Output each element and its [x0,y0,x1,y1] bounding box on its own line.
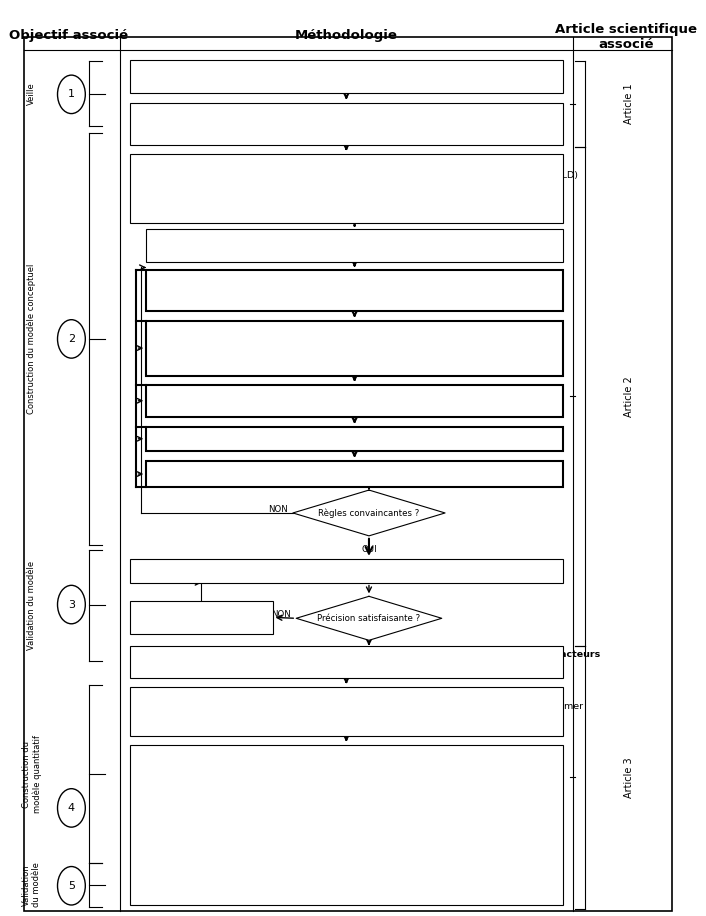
Text: Méthodologie: Méthodologie [295,29,397,42]
Text: Utiliser le retour d’expérience (REX) dynamique basé sur l’analyse logique de do: Utiliser le retour d’expérience (REX) dy… [135,170,578,202]
Text: (L’étape D se rattache à une version révisée de l’étape 2 de la figure 3.2): (L’étape D se rattache à une version rév… [135,722,442,731]
Text: Changer d’algorithme: Changer d’algorithme [155,605,272,614]
Text: Validation
du modèle: Validation du modèle [22,863,42,907]
Text: 2: 2 [68,334,75,344]
Circle shape [57,320,85,358]
FancyBboxPatch shape [130,601,273,634]
Text: OUI: OUI [361,649,377,659]
FancyBboxPatch shape [146,270,563,311]
Text: Article 1: Article 1 [624,83,634,125]
Text: Construction du modèle conceptuel: Construction du modèle conceptuel [27,264,37,414]
Text: (L’étape C se rattache à l’étape 1 de la figure 3.2): (L’étape C se rattache à l’étape 1 de la… [135,205,344,214]
FancyBboxPatch shape [130,646,563,678]
Text: NON: NON [271,610,291,619]
Text: A): A) [135,64,150,73]
Text: C.1): C.1) [152,233,176,242]
Text: NON: NON [268,505,287,514]
FancyBboxPatch shape [146,427,563,451]
Text: Article 2: Article 2 [624,376,634,417]
Text: avec le logiciel et l’algorithme sélectionnés: avec le logiciel et l’algorithme sélecti… [274,431,483,440]
Text: Interpréter les règles (connaissances) générées: Interpréter les règles (connaissances) g… [172,464,428,474]
Text: 1: 1 [68,90,75,99]
Text: C.4): C.4) [152,388,176,398]
Text: Choisir un type de machine: Choisir un type de machine [172,233,317,242]
Polygon shape [297,596,442,640]
Text: Tester la précision de classification des règles: Tester la précision de classification de… [155,562,401,572]
FancyBboxPatch shape [130,559,563,583]
FancyBboxPatch shape [130,687,563,736]
Text: 5: 5 [68,881,75,890]
FancyBboxPatch shape [146,229,563,262]
Text: 4: 4 [68,803,75,812]
FancyBboxPatch shape [146,321,563,376]
FancyBboxPatch shape [130,60,563,93]
Circle shape [57,867,85,905]
Text: C.9) Utiliser les règles générées comme moyen d’identification et de suivi des f: C.9) Utiliser les règles générées comme … [135,649,600,659]
Text: B): B) [135,107,150,116]
Text: (type choisi : convoyeur à courroie): (type choisi : convoyeur à courroie) [152,244,321,253]
Text: Élaborer et proposer une méthode d’aide à la décision en sécurité des
machines (: Élaborer et proposer une méthode d’aide … [147,107,481,128]
Text: C.6): C.6) [152,464,176,474]
Text: ▪  Calculer les fonctions de masse de chaque indicateur groupeur.
▪  Calculer la: ▪ Calculer les fonctions de masse de cha… [135,750,555,846]
Text: Validation du modèle: Validation du modèle [28,561,36,650]
Text: Préparer les données collectées: Préparer les données collectées [172,324,342,333]
Text: Consulter la littérature scientifique + Effectuer une recension des écrits: Consulter la littérature scientifique + … [147,64,489,73]
Text: D): D) [135,691,150,700]
Text: de fouille de données choisis: de fouille de données choisis [154,399,292,409]
Circle shape [57,75,85,114]
Circle shape [57,789,85,827]
FancyBboxPatch shape [146,461,563,487]
Text: Estimer la probabilité du dommage à partir des facteurs de risque identifiés per: Estimer la probabilité du dommage à part… [135,702,583,722]
Text: Tester l’hypothèse 2 de recherche: Tester l’hypothèse 2 de recherche [145,691,327,700]
FancyBboxPatch shape [130,103,563,145]
FancyBboxPatch shape [130,745,563,905]
Text: C.8): C.8) [135,605,160,614]
Text: Article scientifique
associé: Article scientifique associé [555,23,697,51]
Text: ▪  Analyser les rapports d’accidents liés au type de machine choisi
▪  Formalise: ▪ Analyser les rapports d’accidents liés… [154,285,511,305]
Text: Transformer les données préparées: Transformer les données préparées [172,388,361,398]
Text: Veille: Veille [28,82,36,105]
Text: par l’algorithme du logiciel: par l’algorithme du logiciel [340,464,471,474]
Text: Article 3: Article 3 [624,757,634,798]
Text: C.3): C.3) [152,324,176,333]
Text: ou de logiciel: ou de logiciel [138,616,201,625]
Text: Collecter des données: Collecter des données [172,274,289,283]
Text: Lancer la fouille de données: Lancer la fouille de données [172,431,321,440]
Text: 3: 3 [68,600,75,609]
Text: Objectif associé: Objectif associé [9,29,128,42]
Text: C.7): C.7) [135,562,160,572]
Circle shape [57,585,85,624]
Text: Tester l’hypothèse 1 de recherche :: Tester l’hypothèse 1 de recherche : [147,158,336,168]
FancyBboxPatch shape [146,385,563,417]
Text: Précision satisfaisante ?: Précision satisfaisante ? [318,614,421,623]
Text: C.2): C.2) [152,274,176,283]
FancyBboxPatch shape [130,154,563,223]
Text: ▪  Éliminer les indicateurs redondants ou ayant une seule valeur
▪  Traiter les : ▪ Éliminer les indicateurs redondants ou… [154,335,558,366]
Text: Construction du
modèle quantitatif: Construction du modèle quantitatif [22,735,42,813]
Text: vers le format admis par l’algorithme et le logiciel: vers le format admis par l’algorithme et… [294,388,535,398]
Text: de risque et causes possibles d’accidents.: de risque et causes possibles d’accident… [135,660,360,670]
Polygon shape [293,490,445,536]
Text: OUI: OUI [361,545,377,554]
Text: C): C) [135,158,150,168]
Text: C.5): C.5) [152,431,176,440]
Text: Règles convaincantes ?: Règles convaincantes ? [318,508,419,518]
